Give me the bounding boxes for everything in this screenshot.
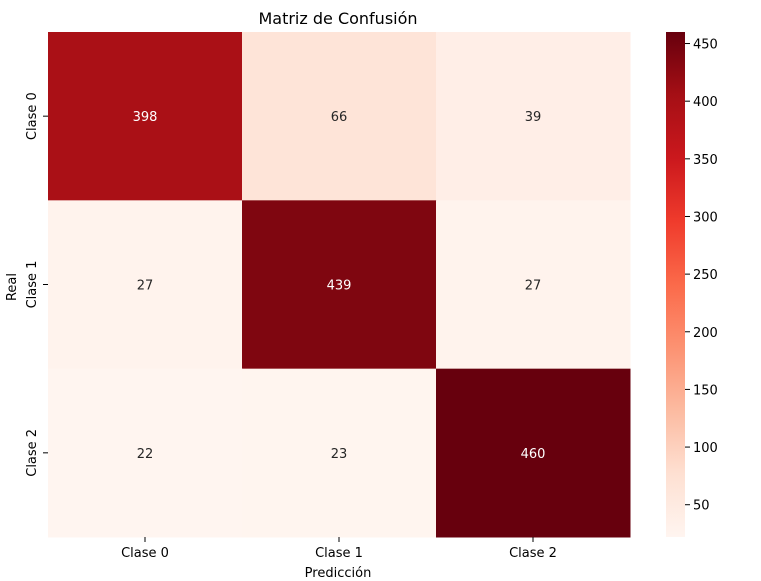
heatmap-cell [436,368,631,538]
heatmap-cell [436,200,631,370]
heatmap-cell-labels: 398 66 39 27 439 27 22 23 460 [133,110,546,462]
colorbar-tick-label: 300 [693,210,718,225]
cell-value-label: 439 [327,279,352,294]
cell-value-label: 27 [137,279,154,294]
cell-value-label: 39 [525,110,542,125]
heatmap-cell [242,32,437,201]
colorbar-tick-label: 50 [693,499,710,514]
colorbar-tick-label: 350 [693,153,718,168]
x-axis: Clase 0 Clase 1 Clase 2 [121,537,557,561]
y-axis: Clase 0 Clase 1 Clase 2 [25,92,48,477]
heatmap-cell [48,200,243,370]
y-tick-label: Clase 0 [25,92,40,140]
y-tick-label: Clase 2 [25,429,40,477]
y-tick-label: Clase 1 [25,261,40,309]
chart-title: Matriz de Confusión [258,9,417,28]
heatmap-cell [242,368,437,538]
colorbar-tick-label: 150 [693,383,718,398]
colorbar-tick-label: 200 [693,326,718,341]
cell-value-label: 398 [133,110,158,125]
cell-value-label: 23 [331,447,348,462]
heatmap-cells [48,32,631,538]
colorbar-gradient [666,32,685,537]
x-tick-label: Clase 0 [121,546,169,561]
heatmap-cell [242,200,437,370]
heatmap-cell [436,32,631,201]
cell-value-label: 27 [525,279,542,294]
colorbar-tick-label: 100 [693,441,718,456]
heatmap-cell [48,368,243,538]
colorbar: 50 100 150 200 250 300 350 400 450 [666,32,718,537]
cell-value-label: 460 [521,447,546,462]
colorbar-tick-label: 450 [693,38,718,53]
x-tick-label: Clase 2 [509,546,557,561]
heatmap-cell [48,32,243,201]
colorbar-tick-label: 250 [693,268,718,283]
y-axis-label: Real [5,273,20,301]
x-axis-label: Predicción [305,566,372,581]
colorbar-tick-label: 400 [693,95,718,110]
x-tick-label: Clase 1 [315,546,363,561]
cell-value-label: 66 [331,110,348,125]
cell-value-label: 22 [137,447,154,462]
